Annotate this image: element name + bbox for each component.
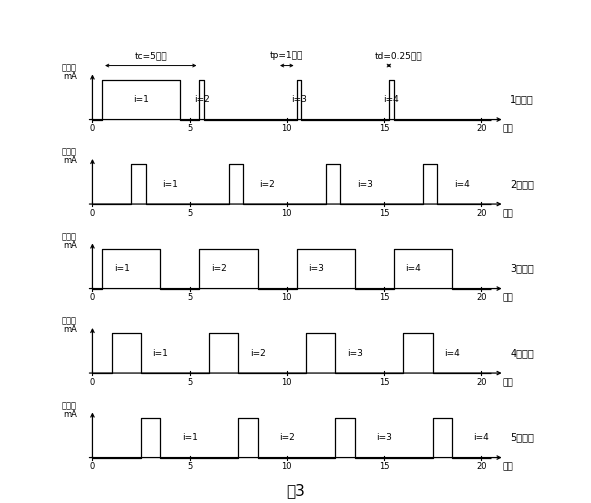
Text: i=3: i=3: [308, 264, 324, 273]
Text: 4号灯丝: 4号灯丝: [511, 348, 534, 358]
Text: mA: mA: [63, 241, 77, 250]
Text: 20: 20: [476, 209, 486, 218]
Text: 毫秒: 毫秒: [502, 378, 514, 387]
Text: 0: 0: [90, 378, 95, 387]
Text: td=0.25毫秒: td=0.25毫秒: [375, 51, 423, 60]
Text: 0: 0: [90, 293, 95, 302]
Text: i=4: i=4: [384, 95, 399, 104]
Text: 5: 5: [187, 124, 192, 133]
Text: 20: 20: [476, 293, 486, 302]
Text: 20: 20: [476, 462, 486, 471]
Text: i=4: i=4: [405, 264, 421, 273]
Text: i=4: i=4: [444, 349, 460, 358]
Text: 图3: 图3: [286, 483, 305, 498]
Text: 5号灯丝: 5号灯丝: [511, 433, 534, 443]
Text: 灯电流: 灯电流: [62, 63, 77, 72]
Text: tc=5毫秒: tc=5毫秒: [135, 51, 167, 60]
Text: 0: 0: [90, 124, 95, 133]
Text: 0: 0: [90, 209, 95, 218]
Text: 毫秒: 毫秒: [502, 462, 514, 471]
Text: 10: 10: [281, 378, 292, 387]
Text: i=4: i=4: [473, 433, 489, 442]
Text: i=1: i=1: [113, 264, 129, 273]
Text: i=1: i=1: [181, 433, 197, 442]
Text: 灯电流: 灯电流: [62, 401, 77, 410]
Text: 10: 10: [281, 293, 292, 302]
Text: i=2: i=2: [279, 433, 295, 442]
Text: 15: 15: [379, 124, 389, 133]
Text: mA: mA: [63, 410, 77, 419]
Text: i=3: i=3: [291, 95, 307, 104]
Text: 10: 10: [281, 209, 292, 218]
Text: mA: mA: [63, 325, 77, 334]
Text: 灯电流: 灯电流: [62, 232, 77, 241]
Text: i=3: i=3: [376, 433, 392, 442]
Text: 3号灯丝: 3号灯丝: [511, 264, 534, 274]
Text: 毫秒: 毫秒: [502, 209, 514, 218]
Text: i=1: i=1: [133, 95, 149, 104]
Text: i=4: i=4: [454, 180, 470, 189]
Text: 5: 5: [187, 293, 192, 302]
Text: i=2: i=2: [250, 349, 265, 358]
Text: 15: 15: [379, 462, 389, 471]
Text: 灯电流: 灯电流: [62, 147, 77, 156]
Text: i=1: i=1: [163, 180, 178, 189]
Text: 5: 5: [187, 462, 192, 471]
Text: 灯电流: 灯电流: [62, 316, 77, 325]
Text: 20: 20: [476, 124, 486, 133]
Text: 10: 10: [281, 462, 292, 471]
Text: 0: 0: [90, 462, 95, 471]
Text: 15: 15: [379, 293, 389, 302]
Text: i=2: i=2: [259, 180, 275, 189]
Text: 15: 15: [379, 209, 389, 218]
Text: 1号灯丝: 1号灯丝: [511, 95, 534, 105]
Text: tp=1毫秒: tp=1毫秒: [270, 51, 304, 60]
Text: mA: mA: [63, 156, 77, 165]
Text: 5: 5: [187, 378, 192, 387]
Text: i=1: i=1: [152, 349, 168, 358]
Text: 毫秒: 毫秒: [502, 124, 514, 133]
Text: 毫秒: 毫秒: [502, 293, 514, 302]
Text: mA: mA: [63, 72, 77, 81]
Text: 5: 5: [187, 209, 192, 218]
Text: 15: 15: [379, 378, 389, 387]
Text: 20: 20: [476, 378, 486, 387]
Text: i=3: i=3: [347, 349, 363, 358]
Text: 2号灯丝: 2号灯丝: [511, 179, 534, 189]
Text: i=3: i=3: [356, 180, 372, 189]
Text: i=2: i=2: [194, 95, 210, 104]
Text: i=2: i=2: [211, 264, 227, 273]
Text: 10: 10: [281, 124, 292, 133]
